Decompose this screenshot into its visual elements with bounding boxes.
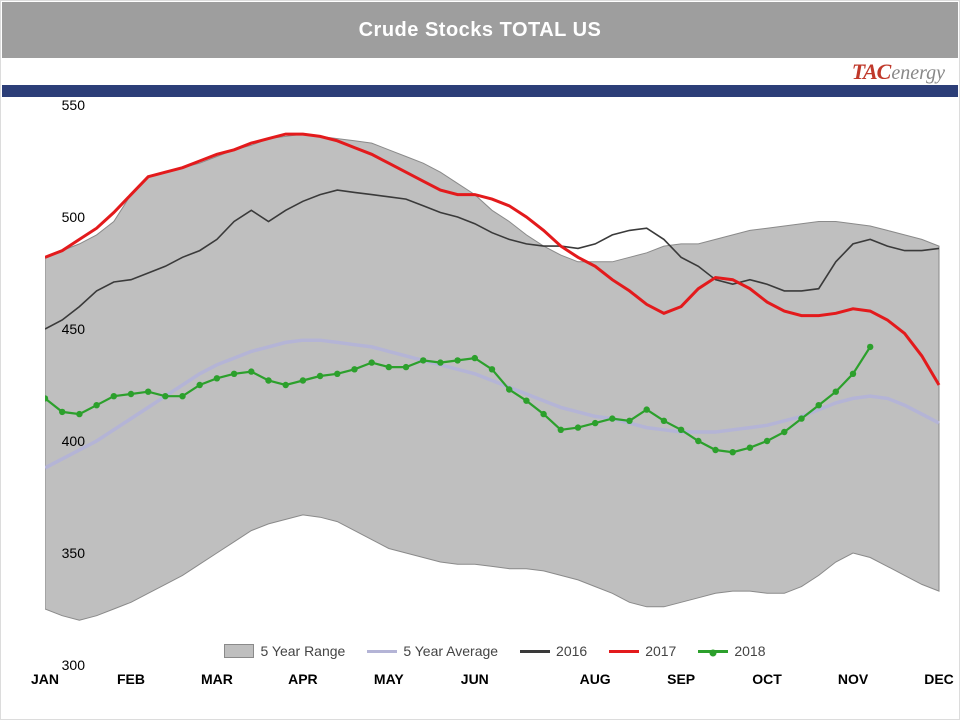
legend-label: 5 Year Range	[260, 643, 345, 659]
series-2018-marker	[300, 377, 306, 383]
y-tick-label: 550	[51, 97, 85, 113]
y-tick-label: 450	[51, 321, 85, 337]
series-2018-marker	[93, 402, 99, 408]
series-2018-marker	[437, 359, 443, 365]
logo-tac: TAC	[852, 59, 891, 85]
y-tick-label: 350	[51, 545, 85, 561]
series-2018-marker	[695, 438, 701, 444]
legend-item: 2018	[698, 643, 765, 659]
series-2018-marker	[626, 418, 632, 424]
x-tick-label: SEP	[667, 671, 695, 687]
legend-item: 2017	[609, 643, 676, 659]
series-2018-marker	[644, 406, 650, 412]
legend-swatch-range	[224, 644, 254, 658]
series-2018-marker	[489, 366, 495, 372]
legend-swatch-line	[520, 650, 550, 653]
legend-label: 2017	[645, 643, 676, 659]
legend-item: 2016	[520, 643, 587, 659]
legend-swatch-line	[609, 650, 639, 653]
series-2018-marker	[386, 364, 392, 370]
chart-frame: Crude Stocks TOTAL US TAC energy 3003504…	[0, 0, 960, 720]
series-2018-marker	[179, 393, 185, 399]
series-2018-marker	[833, 389, 839, 395]
series-2018-marker	[334, 371, 340, 377]
legend-label: 2016	[556, 643, 587, 659]
series-2018-marker	[351, 366, 357, 372]
series-2018-marker	[661, 418, 667, 424]
series-2018-marker	[540, 411, 546, 417]
series-2018-marker	[283, 382, 289, 388]
series-2018-marker	[214, 375, 220, 381]
y-tick-label: 400	[51, 433, 85, 449]
legend-label: 5 Year Average	[403, 643, 498, 659]
title-bar: Crude Stocks TOTAL US	[2, 2, 958, 58]
series-2018-marker	[162, 393, 168, 399]
series-2018-marker	[592, 420, 598, 426]
range-area	[45, 134, 939, 620]
series-2018-marker	[145, 389, 151, 395]
series-2018-marker	[111, 393, 117, 399]
series-2018-marker	[712, 447, 718, 453]
legend-item: 5 Year Range	[224, 643, 345, 659]
x-tick-label: FEB	[117, 671, 145, 687]
series-2018-marker	[523, 398, 529, 404]
series-2018-marker	[850, 371, 856, 377]
accent-bar	[2, 85, 958, 97]
series-2018-marker	[558, 427, 564, 433]
series-2018-marker	[454, 357, 460, 363]
series-2018-marker	[403, 364, 409, 370]
series-2018-marker	[76, 411, 82, 417]
series-2018-marker	[764, 438, 770, 444]
series-2018-marker	[369, 359, 375, 365]
brand-logo: TAC energy	[852, 59, 945, 85]
series-2018-marker	[798, 415, 804, 421]
series-2018-marker	[231, 371, 237, 377]
legend-label: 2018	[734, 643, 765, 659]
x-tick-label: MAY	[374, 671, 404, 687]
legend-swatch-line	[367, 650, 397, 653]
series-2018-marker	[317, 373, 323, 379]
x-tick-label: DEC	[924, 671, 954, 687]
series-2018-marker	[867, 344, 873, 350]
series-2018-marker	[248, 368, 254, 374]
series-2018-marker	[575, 424, 581, 430]
x-tick-label: MAR	[201, 671, 233, 687]
legend-item: 5 Year Average	[367, 643, 498, 659]
legend-swatch-line	[698, 650, 728, 653]
chart-title: Crude Stocks TOTAL US	[359, 19, 602, 42]
series-2018-marker	[197, 382, 203, 388]
series-2018-marker	[59, 409, 65, 415]
series-2018-marker	[609, 415, 615, 421]
x-tick-label: JUN	[461, 671, 489, 687]
series-2018-marker	[506, 386, 512, 392]
series-2018-marker	[730, 449, 736, 455]
x-tick-label: AUG	[580, 671, 611, 687]
series-2018-marker	[420, 357, 426, 363]
plot-area: 300350400450500550 JANFEBMARAPRMAYJUNAUG…	[45, 99, 945, 689]
logo-energy: energy	[891, 62, 945, 85]
series-2018-marker	[747, 445, 753, 451]
x-tick-label: NOV	[838, 671, 868, 687]
series-2018-marker	[128, 391, 134, 397]
chart-svg	[45, 99, 945, 689]
x-tick-label: JAN	[31, 671, 59, 687]
series-2018-marker	[816, 402, 822, 408]
series-2018-marker	[265, 377, 271, 383]
series-2018-marker	[472, 355, 478, 361]
legend: 5 Year Range 5 Year Average 2016 2017 2018	[45, 643, 945, 659]
y-tick-label: 500	[51, 209, 85, 225]
x-tick-label: OCT	[752, 671, 782, 687]
series-2018-marker	[678, 427, 684, 433]
x-tick-label: APR	[288, 671, 318, 687]
series-2018-marker	[781, 429, 787, 435]
